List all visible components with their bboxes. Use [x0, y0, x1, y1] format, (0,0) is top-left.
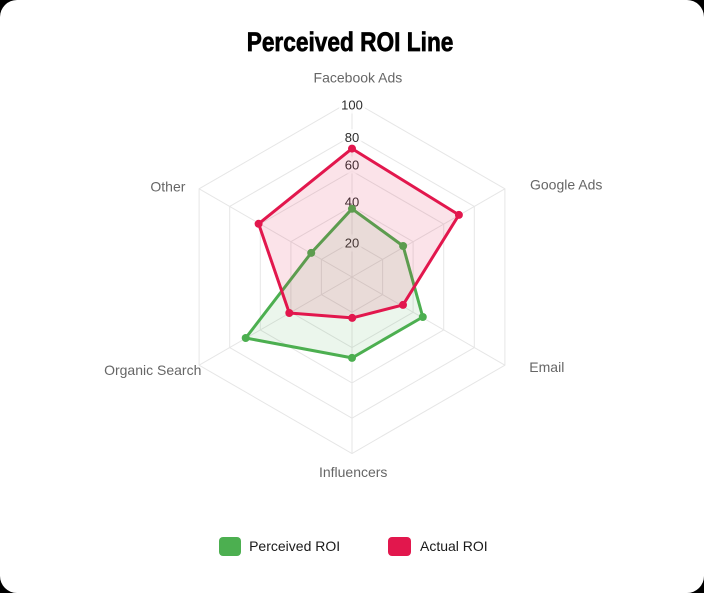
svg-text:100: 100: [341, 98, 363, 113]
svg-text:80: 80: [345, 130, 359, 145]
svg-text:Other: Other: [150, 178, 185, 194]
svg-text:20: 20: [345, 236, 359, 251]
svg-text:Facebook Ads: Facebook Ads: [314, 70, 403, 86]
svg-text:40: 40: [345, 195, 359, 210]
svg-text:60: 60: [345, 158, 359, 173]
svg-text:Influencers: Influencers: [319, 464, 387, 480]
svg-text:Google Ads: Google Ads: [530, 177, 602, 193]
svg-text:Organic Search: Organic Search: [104, 362, 201, 378]
svg-text:Email: Email: [529, 359, 564, 375]
